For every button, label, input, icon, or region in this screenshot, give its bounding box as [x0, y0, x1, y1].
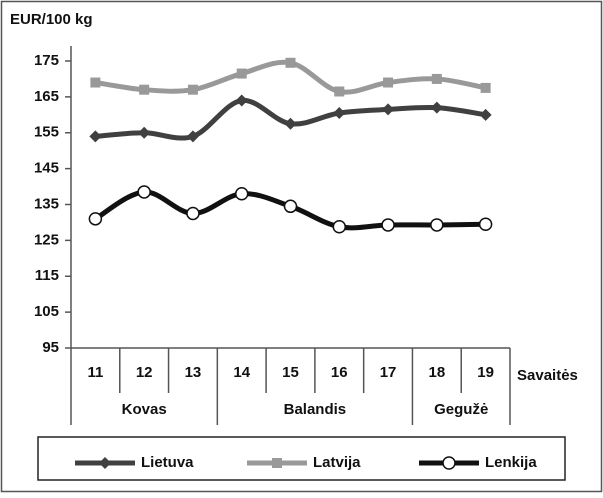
- marker: [89, 130, 102, 143]
- marker: [334, 86, 345, 97]
- marker: [236, 68, 247, 79]
- x-tick-label: 14: [233, 364, 250, 381]
- x-tick-label: 18: [428, 364, 445, 381]
- y-tick-label: 115: [35, 267, 59, 284]
- y-tick-label: 175: [34, 52, 59, 69]
- marker: [90, 77, 101, 88]
- marker: [430, 218, 444, 232]
- x-tick-label: 13: [185, 364, 202, 381]
- marker: [186, 130, 199, 143]
- marker: [138, 126, 151, 139]
- legend-marker: [99, 457, 111, 469]
- marker: [88, 212, 103, 226]
- marker: [187, 84, 198, 95]
- marker: [430, 101, 443, 114]
- y-tick-label: 135: [34, 195, 59, 212]
- marker: [283, 199, 298, 214]
- y-tick-label: 125: [34, 231, 59, 248]
- marker: [478, 217, 493, 231]
- marker: [381, 218, 395, 232]
- legend-label: Latvija: [313, 454, 361, 471]
- marker: [285, 57, 296, 68]
- month-label: Kovas: [122, 401, 167, 418]
- x-tick-label: 15: [282, 364, 299, 381]
- marker: [186, 206, 200, 221]
- x-tick-label: 19: [477, 364, 494, 381]
- legend-marker: [272, 458, 282, 468]
- marker: [234, 186, 249, 201]
- x-axis-label: Savaitės: [517, 367, 578, 384]
- legend-marker: [442, 456, 456, 470]
- x-tick-label: 12: [136, 364, 153, 381]
- marker: [332, 219, 347, 234]
- marker: [235, 94, 248, 107]
- y-axis-label: EUR/100 kg: [10, 11, 93, 28]
- y-tick-label: 105: [34, 303, 59, 320]
- x-tick-label: 17: [380, 364, 397, 381]
- marker: [479, 108, 492, 121]
- legend-box: [37, 436, 566, 481]
- marker: [333, 107, 346, 120]
- legend-label: Lietuva: [141, 454, 194, 471]
- month-label: Balandis: [284, 401, 347, 418]
- marker: [382, 103, 395, 116]
- marker: [480, 82, 491, 93]
- x-tick-label: 11: [87, 364, 103, 381]
- y-tick-label: 165: [34, 88, 59, 105]
- marker: [431, 73, 442, 84]
- month-label: Gegužė: [434, 401, 488, 418]
- y-tick-label: 145: [34, 160, 59, 177]
- y-tick-label: 155: [34, 124, 59, 141]
- marker: [139, 84, 150, 95]
- marker: [137, 185, 151, 199]
- y-tick-label: 95: [42, 339, 59, 356]
- marker: [383, 77, 394, 88]
- x-tick-label: 16: [331, 364, 348, 381]
- marker: [284, 117, 297, 130]
- legend-label: Lenkija: [485, 454, 537, 471]
